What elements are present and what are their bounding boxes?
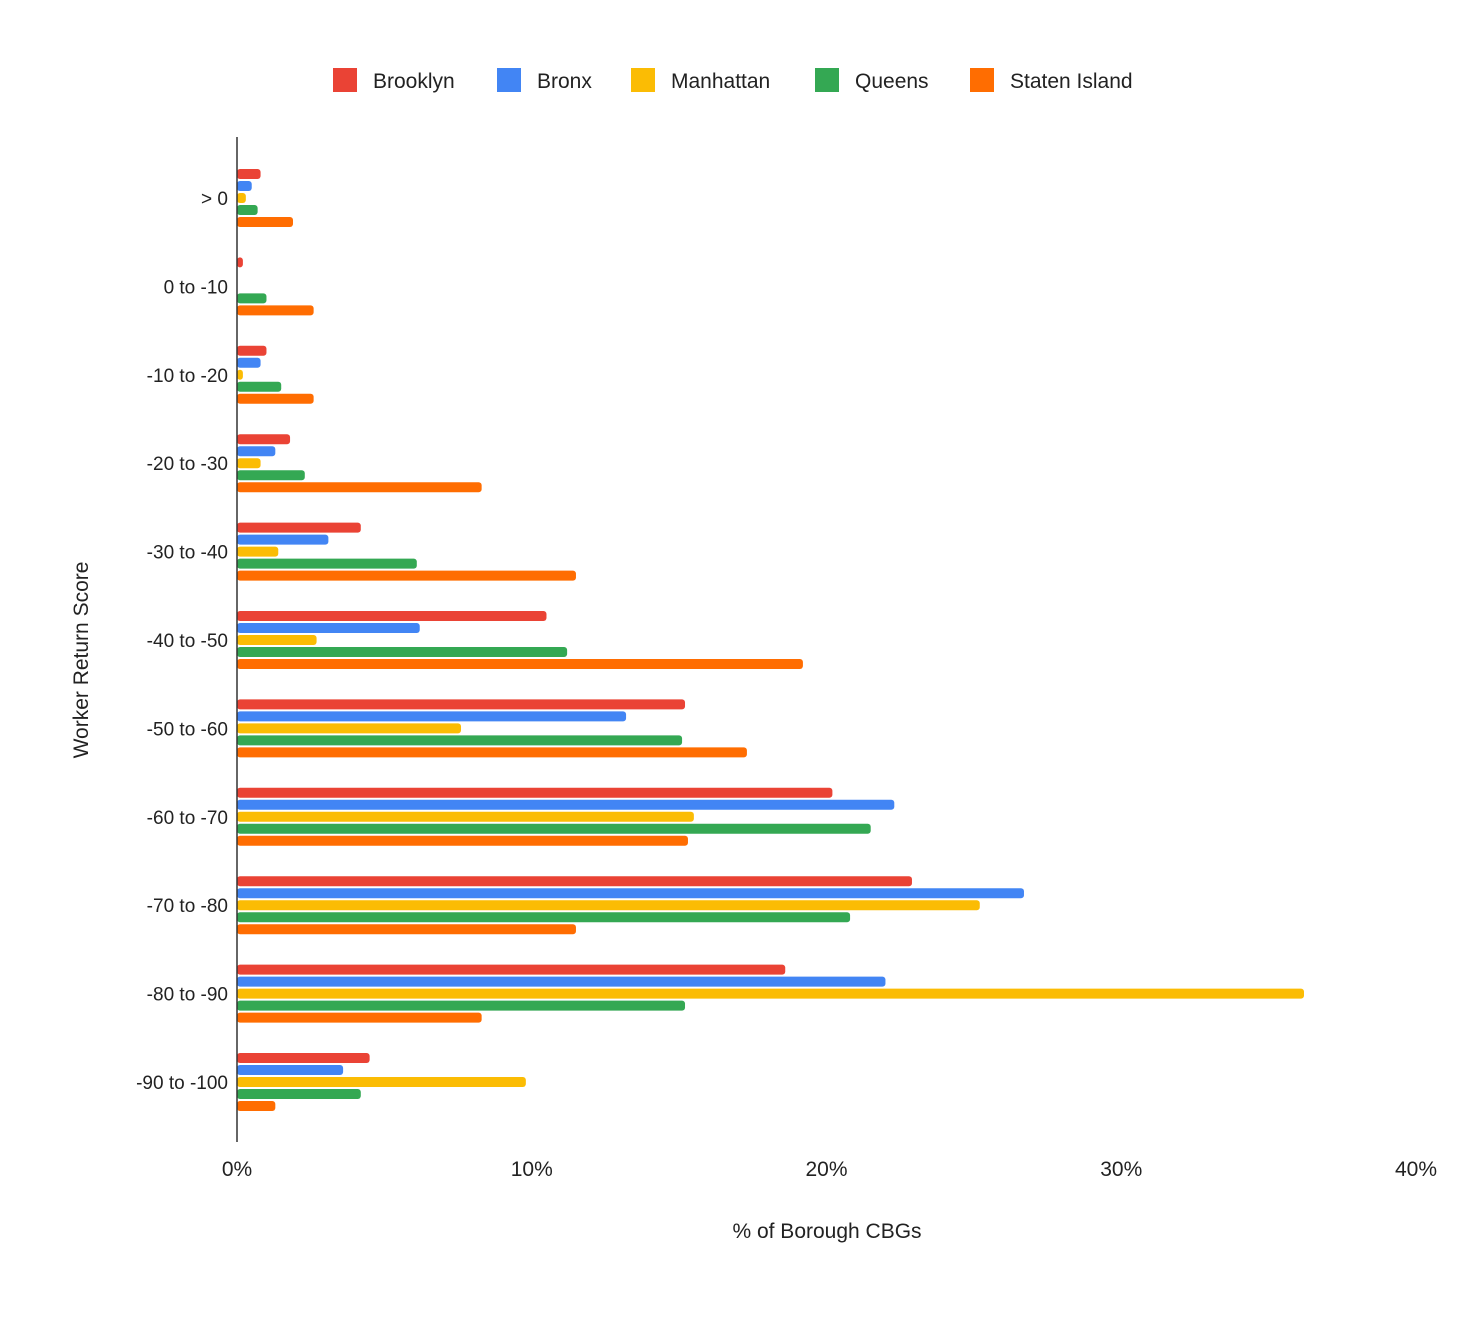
bar-brooklyn-9 [237,964,786,975]
legend-swatch-manhattan [631,68,655,92]
bar-queens-9 [237,1000,686,1011]
y-tick-label: -20 to -30 [147,454,228,475]
bar-manhattan-0 [237,193,246,203]
bar-queens-3 [237,470,305,481]
legend-label-bronx: Bronx [537,70,592,93]
bar-bronx-8 [237,888,1024,899]
y-axis-title: Worker Return Score [70,562,93,759]
bar-staten-island-6 [237,747,747,758]
legend-label-queens: Queens [855,70,929,93]
bar-staten-island-1 [237,305,314,316]
bar-queens-8 [237,912,851,923]
bar-staten-island-9 [237,1012,482,1023]
bar-queens-1 [237,293,267,304]
bar-bronx-9 [237,976,886,987]
bar-staten-island-5 [237,659,803,669]
x-tick-label: 20% [805,1158,847,1181]
bar-bronx-4 [237,534,329,545]
bar-queens-6 [237,735,683,746]
bar-staten-island-7 [237,835,688,846]
x-axis-title: % of Borough CBGs [732,1220,921,1243]
bar-staten-island-8 [237,924,576,935]
x-tick-label: 40% [1395,1158,1437,1181]
legend-swatch-brooklyn [333,68,357,92]
bar-bronx-5 [237,623,420,633]
bar-manhattan-4 [237,546,279,557]
legend-label-manhattan: Manhattan [671,70,770,93]
y-tick-label: -70 to -80 [147,896,228,917]
bar-manhattan-2 [237,369,243,380]
bar-manhattan-3 [237,458,261,469]
bar-staten-island-0 [237,217,294,227]
bar-bronx-0 [237,181,252,191]
y-tick-label: -60 to -70 [147,808,228,829]
x-tick-labels: 0% 10% 20% 30% 40% [222,1158,1437,1181]
bar-bronx-3 [237,446,276,457]
y-tick-label: -40 to -50 [147,631,228,652]
bar-brooklyn-5 [237,611,547,621]
y-tick-label: 0 to -10 [164,277,228,298]
bar-queens-0 [237,205,258,215]
bar-queens-10 [237,1089,361,1099]
bar-manhattan-6 [237,723,462,734]
bar-bronx-2 [237,357,261,368]
legend-swatch-staten-island [970,68,994,92]
bar-brooklyn-1 [237,257,243,268]
bar-brooklyn-3 [237,434,291,445]
x-tick-label: 0% [222,1158,252,1181]
bar-queens-7 [237,823,871,834]
bar-brooklyn-4 [237,522,361,533]
bar-manhattan-9 [237,988,1304,999]
y-tick-label: -90 to -100 [136,1073,228,1094]
y-tick-label: -30 to -40 [147,543,228,564]
legend-swatch-queens [815,68,839,92]
bar-brooklyn-6 [237,699,686,710]
y-tick-labels: > 0 0 to -10 -10 to -20 -20 to -30 -30 to -4… [136,189,228,1094]
legend: Brooklyn Bronx Manhattan Queens Staten Islan… [333,68,1133,93]
bar-queens-5 [237,647,568,657]
bar-manhattan-5 [237,635,317,645]
bar-brooklyn-8 [237,876,912,887]
bar-staten-island-4 [237,570,576,581]
bar-brooklyn-10 [237,1053,370,1063]
y-tick-label: -10 to -20 [147,366,228,387]
bar-staten-island-2 [237,393,314,404]
y-tick-label: -50 to -60 [147,719,228,740]
bar-manhattan-10 [237,1077,526,1087]
bar-staten-island-10 [237,1101,276,1111]
bar-queens-4 [237,558,417,569]
legend-label-staten-island: Staten Island [1010,70,1133,93]
x-tick-label: 30% [1100,1158,1142,1181]
bar-bronx-7 [237,799,895,810]
bar-brooklyn-0 [237,169,261,179]
bar-bronx-10 [237,1065,344,1075]
bars-group [237,169,1304,1111]
bar-manhattan-7 [237,811,694,822]
bar-queens-2 [237,381,282,392]
bar-brooklyn-2 [237,345,267,356]
bar-brooklyn-7 [237,787,833,798]
legend-label-brooklyn: Brooklyn [373,70,455,93]
bar-staten-island-3 [237,482,482,493]
y-tick-label: > 0 [201,189,228,210]
x-tick-label: 10% [511,1158,553,1181]
bar-manhattan-8 [237,900,980,911]
legend-swatch-bronx [497,68,521,92]
bar-bronx-6 [237,711,627,722]
y-tick-label: -80 to -90 [147,985,228,1006]
